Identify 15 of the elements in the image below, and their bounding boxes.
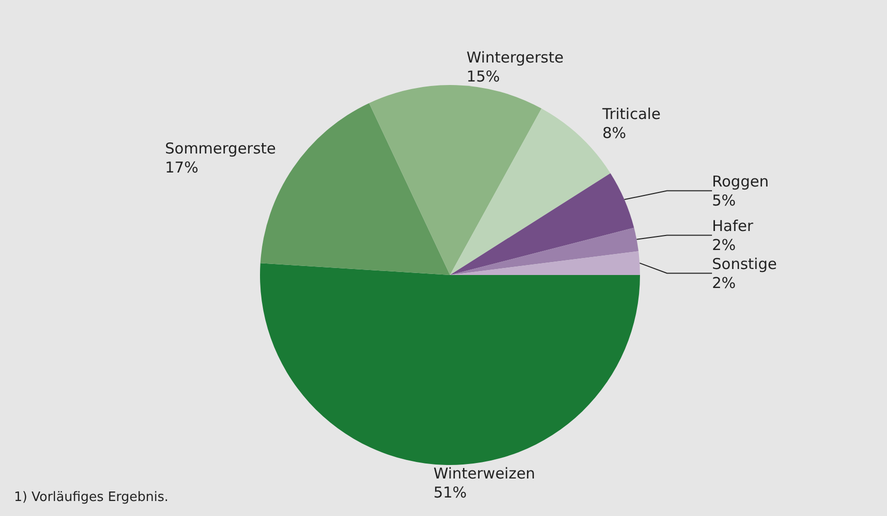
text: 1) Vorläufiges Ergebnis. bbox=[14, 490, 168, 505]
data-label: 51% bbox=[433, 483, 467, 502]
slice-label: Hafer bbox=[712, 216, 754, 235]
slice-label: Triticale bbox=[601, 104, 661, 123]
data-label: 15% bbox=[466, 68, 500, 86]
data-label: 2% bbox=[712, 274, 736, 292]
slice-label: Wintergerste bbox=[466, 48, 564, 67]
slice-label: Roggen bbox=[712, 172, 769, 190]
slice-label: Sommergerste bbox=[165, 140, 276, 158]
data-label: 2% bbox=[712, 236, 736, 254]
data-label: 5% bbox=[712, 191, 736, 210]
slice-label: Winterweizen bbox=[433, 464, 536, 482]
data-label: 8% bbox=[602, 124, 626, 142]
data-label: 17% bbox=[165, 158, 198, 177]
slice-label: Sonstige bbox=[712, 254, 777, 273]
